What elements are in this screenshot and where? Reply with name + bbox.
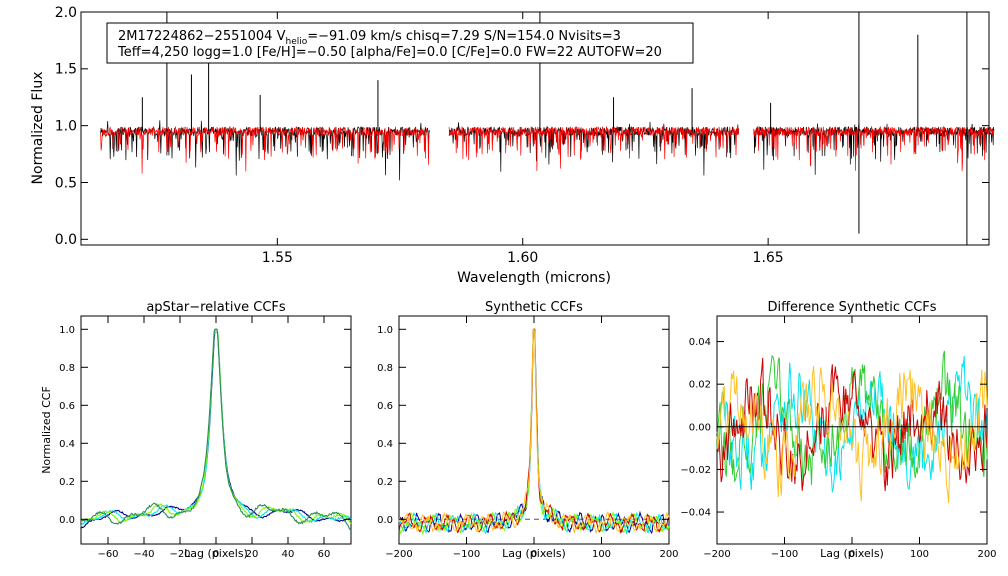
x-tick-label: 1.65 bbox=[753, 250, 784, 266]
apstar-ccf-plot-frame bbox=[80, 315, 352, 545]
y-tick-label: 0.04 bbox=[689, 337, 711, 348]
y-tick-label: 0.8 bbox=[59, 363, 75, 374]
x-tick-label: 0 bbox=[531, 549, 537, 560]
model-spectrum-line bbox=[100, 125, 430, 174]
spectrum-annotation-box: 2M17224862−2551004 Vhelio=−91.09 km/s ch… bbox=[106, 22, 694, 64]
x-tick-label: 200 bbox=[977, 549, 996, 560]
x-tick-label: 20 bbox=[246, 549, 259, 560]
y-tick-label: 0.0 bbox=[59, 515, 75, 526]
apstar-ccf-line-4 bbox=[80, 328, 352, 531]
apstar-ccf-ylabel: Normalized CCF bbox=[40, 386, 53, 474]
y-tick-label: 1.0 bbox=[59, 325, 75, 336]
y-tick-label: −0.02 bbox=[680, 465, 711, 476]
apstar-ccf-line-2 bbox=[80, 328, 352, 527]
x-tick-label: −20 bbox=[169, 549, 190, 560]
apstar-ccf-axis-ticks: −60 −40 −20 0 20 40 60 0.0 0.2 0.4 0.6 0.8 1.0 bbox=[59, 316, 351, 560]
y-tick-label: 0.4 bbox=[377, 439, 393, 450]
y-tick-label: 0.5 bbox=[55, 175, 77, 191]
y-tick-label: 0.8 bbox=[377, 363, 393, 374]
annotation-star-id: 2M17224862−2551004 V bbox=[118, 29, 286, 44]
spectrum-series-group bbox=[100, 12, 995, 245]
x-tick-label: 200 bbox=[659, 549, 678, 560]
x-tick-label: 100 bbox=[910, 549, 929, 560]
y-tick-label: 2.0 bbox=[55, 5, 77, 21]
difference-ccf-plot-frame bbox=[716, 315, 988, 545]
synthetic-ccf-line-5 bbox=[398, 328, 670, 535]
model-spectrum-line bbox=[448, 125, 740, 172]
x-tick-label: −100 bbox=[453, 549, 480, 560]
synthetic-ccf-axis-ticks: −200 −100 0 100 200 0.0 0.2 0.4 0.6 0.8 1.0 bbox=[377, 316, 679, 560]
spectrum-ylabel: Normalized Flux bbox=[30, 72, 46, 185]
y-tick-label: 0.6 bbox=[377, 401, 393, 412]
x-tick-label: −40 bbox=[133, 549, 154, 560]
y-tick-label: 0.0 bbox=[55, 232, 77, 248]
apstar-ccf-xlabel: Lag (pixels) bbox=[184, 547, 248, 560]
annotation-line-1: 2M17224862−2551004 Vhelio=−91.09 km/s ch… bbox=[118, 29, 621, 47]
x-tick-label: 1.60 bbox=[507, 250, 538, 266]
synthetic-ccf-line-2 bbox=[398, 328, 670, 535]
synthetic-ccf-line-4 bbox=[398, 328, 670, 535]
x-tick-label: 0 bbox=[849, 549, 855, 560]
apstar-ccf-line-3 bbox=[80, 328, 352, 525]
model-spectrum-line bbox=[753, 125, 995, 172]
y-tick-label: 0.02 bbox=[689, 380, 711, 391]
apstar-ccf-line-1 bbox=[80, 328, 352, 529]
y-tick-label: 0.4 bbox=[59, 439, 75, 450]
difference-ccf-series-group bbox=[716, 350, 988, 504]
apstar-ccf-series-group bbox=[80, 328, 352, 531]
x-tick-label: −200 bbox=[703, 549, 730, 560]
spectrum-xlabel: Wavelength (microns) bbox=[457, 270, 611, 286]
y-tick-label: 1.0 bbox=[55, 119, 77, 135]
y-tick-label: 1.5 bbox=[55, 62, 77, 78]
synthetic-ccf-panel: Synthetic CCFs −200 −100 0 100 200 0.0 0.2 0.4 0… bbox=[377, 300, 678, 560]
synthetic-ccf-title: Synthetic CCFs bbox=[485, 300, 583, 315]
difference-ccf-panel: Difference Synthetic CCFs −200 −100 0 100 20… bbox=[680, 300, 996, 560]
x-tick-label: 100 bbox=[592, 549, 611, 560]
x-tick-label: 40 bbox=[282, 549, 295, 560]
x-tick-label: 0 bbox=[213, 549, 219, 560]
difference-ccf-line-4 bbox=[716, 366, 988, 504]
difference-ccf-axis-ticks: −200 −100 0 100 200 −0.04 −0.02 0.00 0.02 0.04 bbox=[680, 316, 997, 560]
y-tick-label: −0.04 bbox=[680, 508, 711, 519]
annotation-parameters: =−91.09 km/s chisq=7.29 S/N=154.0 Nvisit… bbox=[307, 29, 621, 44]
difference-ccf-line-3 bbox=[716, 357, 988, 492]
annotation-line-2: Teff=4,250 logg=1.0 [Fe/H]=−0.50 [alpha/… bbox=[117, 45, 662, 60]
y-tick-label: 0.2 bbox=[377, 477, 393, 488]
synthetic-ccf-xlabel: Lag (pixels) bbox=[502, 547, 566, 560]
x-tick-label: −60 bbox=[97, 549, 118, 560]
apstar-ccf-title: apStar−relative CCFs bbox=[146, 300, 286, 315]
spectrum-axis-ticks: 1.55 1.60 1.65 0.0 0.5 1.0 1.5 2.0 bbox=[55, 5, 989, 266]
spectrum-plot-frame bbox=[80, 11, 990, 246]
spectrum-panel: 1.55 1.60 1.65 0.0 0.5 1.0 1.5 2.0 2M17224862−2… bbox=[30, 5, 995, 286]
synthetic-ccf-line-1 bbox=[398, 328, 670, 534]
y-tick-label: 0.00 bbox=[689, 422, 711, 433]
annotation-subscript: helio bbox=[285, 37, 307, 47]
synthetic-ccf-series-group bbox=[398, 328, 670, 535]
x-tick-label: −100 bbox=[771, 549, 798, 560]
annotation-border bbox=[106, 22, 694, 64]
y-tick-label: 1.0 bbox=[377, 325, 393, 336]
y-tick-label: 0.6 bbox=[59, 401, 75, 412]
difference-ccf-title: Difference Synthetic CCFs bbox=[767, 300, 936, 315]
difference-ccf-line-2 bbox=[716, 350, 988, 487]
y-tick-label: 0.0 bbox=[377, 515, 393, 526]
x-tick-label: 1.55 bbox=[262, 250, 293, 266]
x-tick-label: 60 bbox=[318, 549, 331, 560]
y-tick-label: 0.2 bbox=[59, 477, 75, 488]
difference-ccf-xlabel: Lag (pixels) bbox=[820, 547, 884, 560]
x-tick-label: −200 bbox=[385, 549, 412, 560]
synthetic-ccf-plot-frame bbox=[398, 315, 670, 545]
apstar-ccf-panel: apStar−relative CCFs −60 −40 −20 0 20 40 60 0.0… bbox=[40, 300, 352, 560]
synthetic-ccf-line-3 bbox=[398, 328, 670, 535]
